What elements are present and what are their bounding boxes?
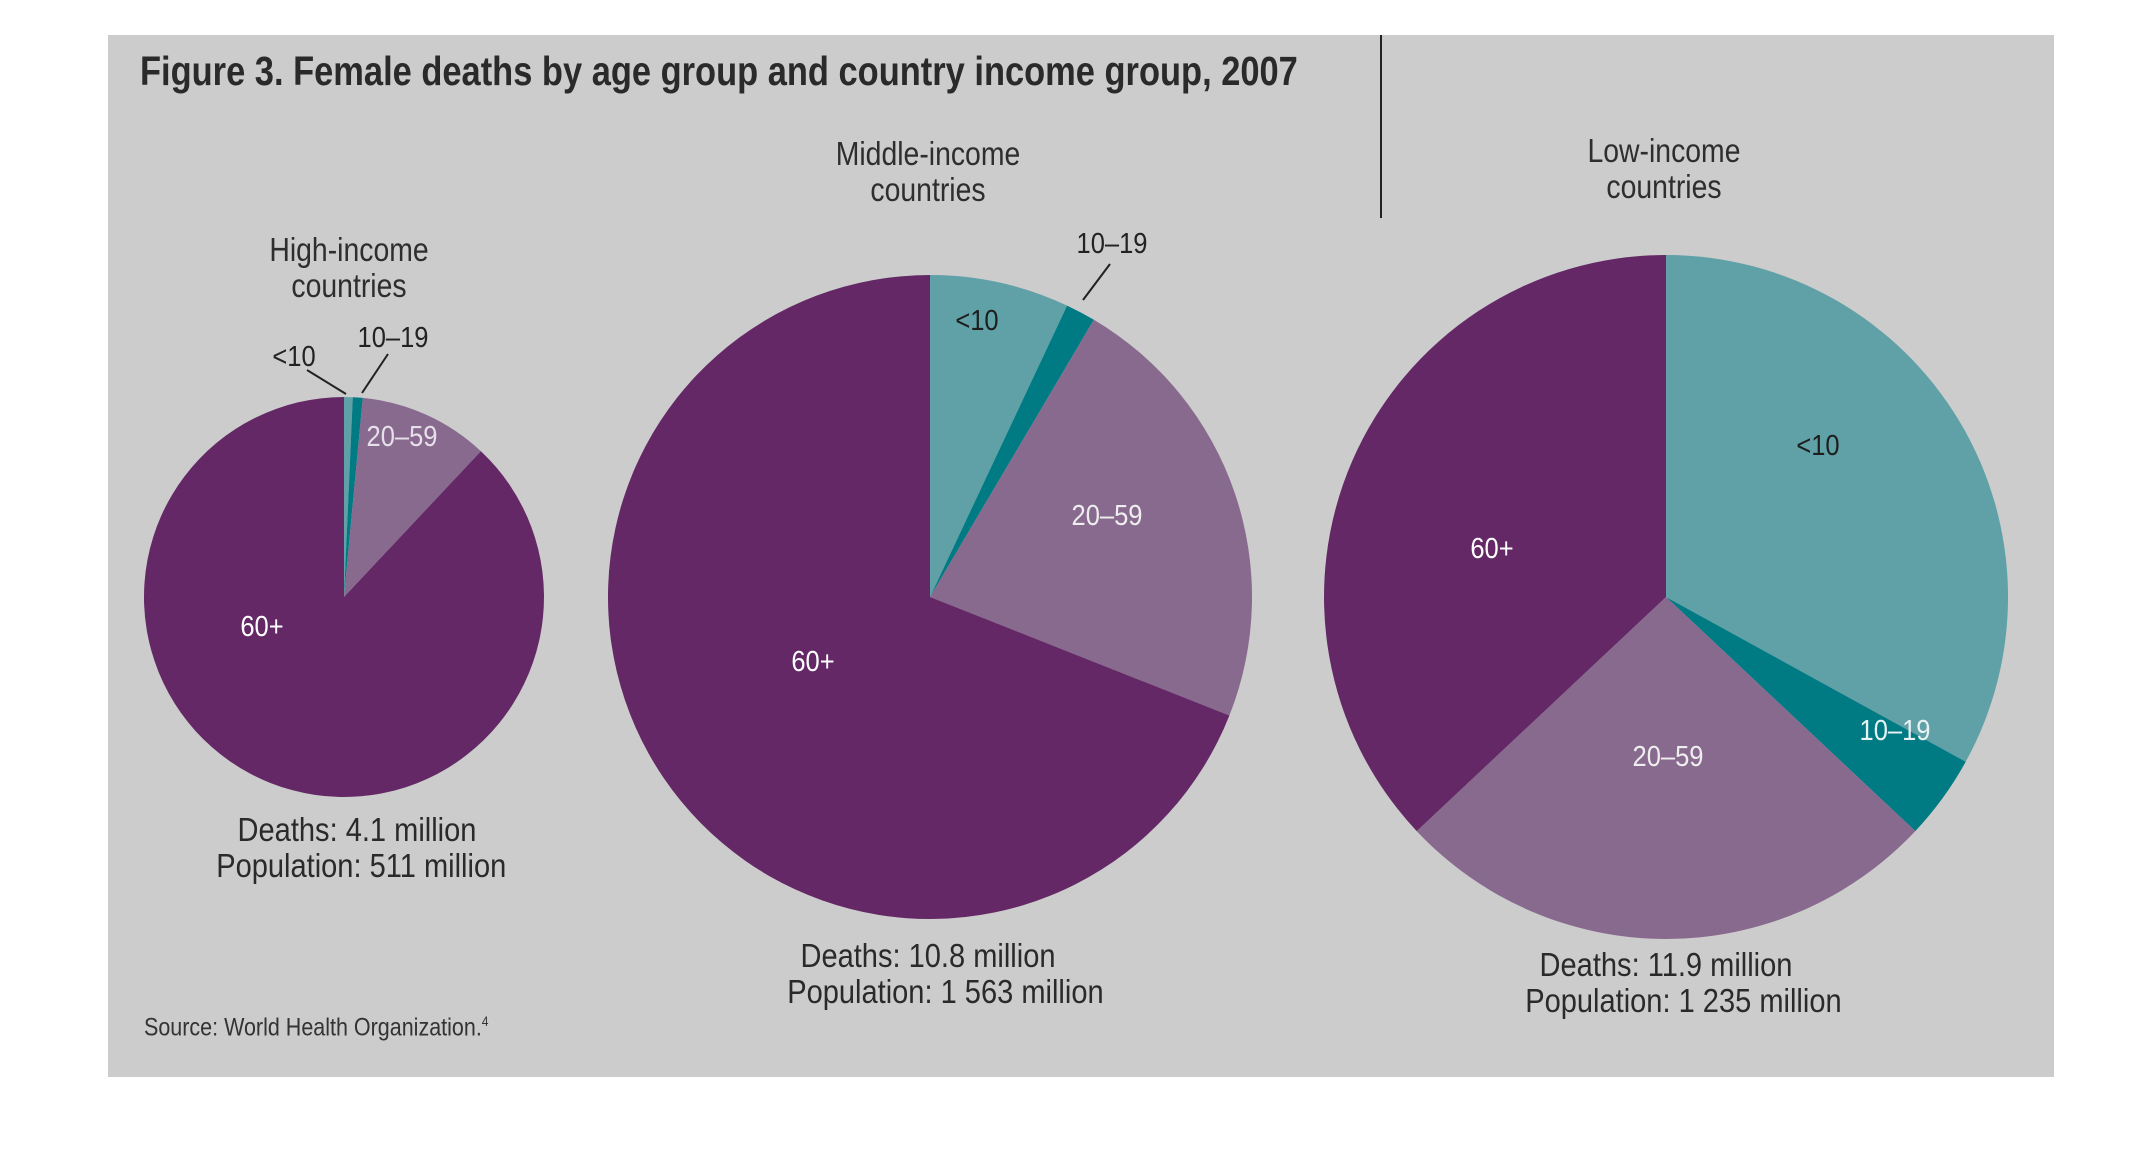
- pie-middle-slice-10to19: [930, 305, 1094, 597]
- pie-low-slice-60plus: [1324, 255, 1666, 832]
- pie-high-label-10to19: 10–19: [358, 320, 429, 353]
- pie-low-slice-10to19: [1666, 597, 1966, 832]
- source-note: Source: World Health Organization.4: [144, 1013, 489, 1042]
- pie-middle-slice-60plus: [607, 275, 1230, 920]
- pie-high-slice-10to19: [344, 397, 363, 597]
- population-low: Population: 1 235 million: [1525, 982, 1842, 1019]
- pie-heading-low-line-2: countries: [1606, 168, 1722, 205]
- pie-middle-label-10to19: 10–19: [1077, 226, 1148, 259]
- population-high: Population: 511 million: [216, 847, 507, 884]
- pie-high-leader-10to19: [361, 353, 389, 394]
- pie-high-label-20to59: 20–59: [367, 419, 438, 452]
- pie-heading-low-line-1: Low-income: [1587, 132, 1741, 169]
- pie-middle-slice-20to59: [930, 319, 1253, 716]
- pie-low-label-20to59: 20–59: [1633, 739, 1704, 772]
- pie-low-label-60plus: 60+: [1470, 531, 1513, 564]
- pie-high-slice-20to59: [344, 397, 481, 597]
- pie-middle-slice-lt10: [930, 274, 1068, 597]
- pie-middle-leader-10to19: [1082, 263, 1111, 301]
- pie-middle-label-20to59: 20–59: [1072, 498, 1143, 531]
- pie-low-slice-20to59: [1416, 597, 1916, 939]
- pie-middle-label-60plus: 60+: [791, 644, 834, 677]
- pie-high-leader-lt10: [306, 369, 347, 395]
- deaths-middle: Deaths: 10.8 million: [800, 937, 1056, 974]
- pie-heading-middle: Middle-income countries: [825, 136, 1031, 208]
- pie-heading-low: Low-income countries: [1569, 133, 1758, 205]
- pie-middle-label-lt10: <10: [955, 303, 998, 336]
- deaths-low: Deaths: 11.9 million: [1539, 946, 1793, 983]
- pie-heading-high: High-income countries: [254, 232, 443, 304]
- pie-heading-middle-line-1: Middle-income: [835, 135, 1021, 172]
- pie-low-slice-lt10: [1666, 254, 2009, 762]
- source-text: Source: World Health Organization.: [144, 1013, 482, 1042]
- figure-title: Figure 3. Female deaths by age group and…: [140, 48, 1298, 94]
- pie-low-label-10to19: 10–19: [1860, 713, 1931, 746]
- pie-footer-low: Deaths: 11.9 million Population: 1 235 m…: [1525, 946, 1842, 1019]
- pie-heading-high-line-2: countries: [291, 267, 407, 304]
- pie-footer-middle: Deaths: 10.8 million Population: 1 563 m…: [787, 937, 1104, 1010]
- pie-high-slice-60plus: [143, 397, 544, 797]
- pie-high-slice-lt10: [344, 397, 353, 597]
- pie-low-label-lt10: <10: [1796, 428, 1839, 461]
- deaths-high: Deaths: 4.1 million: [237, 811, 477, 848]
- pie-heading-middle-line-2: countries: [870, 171, 986, 208]
- source-reference: 4: [481, 1013, 489, 1029]
- pie-heading-high-line-1: High-income: [269, 231, 429, 268]
- pie-footer-high: Deaths: 4.1 million Population: 511 mill…: [216, 811, 507, 884]
- pie-high-label-lt10: <10: [272, 339, 315, 372]
- pie-high-label-60plus: 60+: [240, 609, 283, 642]
- population-middle: Population: 1 563 million: [787, 973, 1104, 1010]
